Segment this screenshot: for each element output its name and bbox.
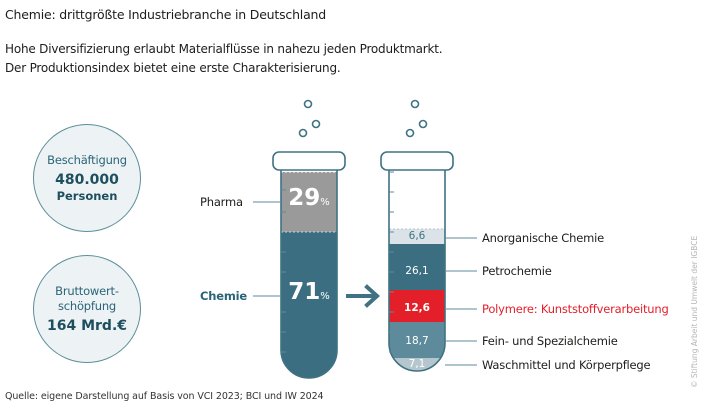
- kpi-label: Beschäftigung: [47, 152, 127, 167]
- source-note: Quelle: eigene Darstellung auf Basis von…: [5, 391, 324, 402]
- legend-chemie: Chemie: [200, 289, 247, 303]
- kpi-value: 480.000: [55, 171, 119, 188]
- kpi-value: 164 Mrd.€: [46, 317, 127, 334]
- arrow-right-icon: [346, 284, 380, 308]
- segment-value: 7,1: [408, 358, 426, 370]
- segment-value: 18,7: [405, 335, 429, 347]
- kpi-gross-value-added: Bruttowert- schöpfung 164 Mrd.€: [33, 255, 141, 363]
- legend-anorganische: Anorganische Chemie: [482, 231, 604, 245]
- segment-value: 12,6: [404, 302, 430, 314]
- kpi-employment: Beschäftigung 480.000 Personen: [33, 124, 141, 232]
- subtitle-line-1: Hohe Diversifizierung erlaubt Materialfl…: [5, 42, 443, 56]
- kpi-unit: Personen: [56, 188, 118, 203]
- segment-petrochemie: 26,1: [389, 244, 445, 290]
- segment-feinchemie: 18,7: [389, 322, 445, 358]
- chemie-value: 71: [288, 279, 321, 305]
- segment-anorganische: 6,6: [389, 229, 445, 244]
- copyright-note: © Stiftung Arbeit und Umwelt der IGBCE: [690, 235, 699, 388]
- bubbles-icon: [298, 99, 428, 138]
- subtitle-line-2: Der Produktionsindex bietet eine erste C…: [5, 61, 341, 75]
- kpi-label: Bruttowert-: [55, 283, 119, 298]
- pharma-share-label: 29%: [281, 185, 337, 211]
- percent-unit: %: [320, 197, 330, 208]
- segment-waschmittel: 7,1: [389, 358, 445, 372]
- legend-petrochemie: Petrochemie: [482, 264, 552, 278]
- left-tube-fill: [281, 171, 337, 378]
- chart-title: Chemie: drittgrößte Industriebranche in …: [5, 7, 327, 22]
- pharma-value: 29: [288, 185, 321, 211]
- segment-value: 6,6: [408, 230, 426, 242]
- chemie-share-label: 71%: [281, 279, 337, 305]
- segment-value: 26,1: [405, 265, 429, 277]
- segment-polymere: 12,6: [389, 290, 445, 322]
- percent-unit: %: [320, 291, 330, 302]
- legend-pharma: Pharma: [200, 195, 243, 209]
- legend-feinchemie: Fein- und Spezialchemie: [482, 334, 618, 348]
- right-tube-cap: [380, 151, 454, 171]
- legend-waschmittel: Waschmittel und Körperpflege: [482, 358, 651, 372]
- legend-polymere: Polymere: Kunststoffverarbeitung: [482, 302, 669, 316]
- left-tube-cap: [272, 151, 346, 171]
- right-tube-fill: [389, 228, 445, 371]
- kpi-label: schöpfung: [57, 298, 117, 313]
